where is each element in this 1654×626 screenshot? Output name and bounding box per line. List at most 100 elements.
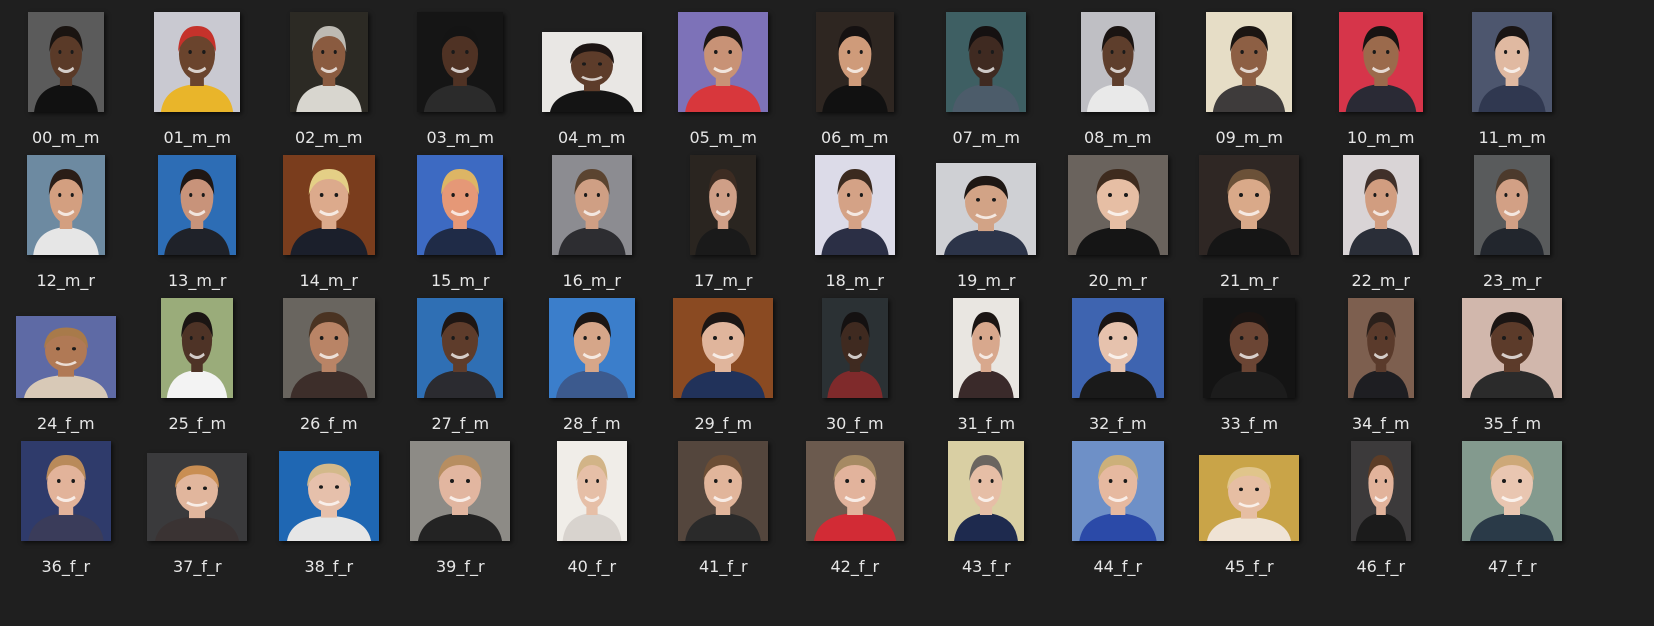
- image-thumbnail[interactable]: [1206, 12, 1293, 112]
- file-item[interactable]: 02_m_m: [263, 10, 395, 155]
- image-thumbnail[interactable]: [27, 12, 104, 112]
- image-thumbnail[interactable]: [541, 32, 642, 112]
- file-item[interactable]: 22_m_r: [1315, 153, 1447, 298]
- file-item[interactable]: 03_m_m: [395, 10, 527, 155]
- image-thumbnail[interactable]: [548, 298, 635, 398]
- image-thumbnail[interactable]: [282, 155, 375, 255]
- image-thumbnail[interactable]: [1080, 12, 1155, 112]
- image-thumbnail[interactable]: [556, 441, 627, 541]
- file-item[interactable]: 46_f_r: [1315, 439, 1447, 584]
- image-thumbnail[interactable]: [1071, 298, 1164, 398]
- file-item[interactable]: 09_m_m: [1184, 10, 1316, 155]
- file-item[interactable]: 44_f_r: [1052, 439, 1184, 584]
- file-item[interactable]: 01_m_m: [132, 10, 264, 155]
- portrait-icon: [1199, 455, 1300, 541]
- image-thumbnail[interactable]: [953, 298, 1020, 398]
- image-thumbnail[interactable]: [154, 12, 241, 112]
- image-thumbnail[interactable]: [948, 441, 1025, 541]
- image-thumbnail[interactable]: [147, 453, 248, 541]
- file-item[interactable]: 47_f_r: [1447, 439, 1579, 584]
- image-thumbnail[interactable]: [678, 12, 769, 112]
- image-thumbnail[interactable]: [1338, 12, 1423, 112]
- portrait-icon: [541, 32, 642, 112]
- image-thumbnail[interactable]: [289, 12, 368, 112]
- image-thumbnail[interactable]: [278, 451, 379, 541]
- file-item[interactable]: 33_f_m: [1184, 296, 1316, 441]
- image-thumbnail[interactable]: [815, 12, 894, 112]
- image-thumbnail[interactable]: [1474, 155, 1551, 255]
- file-item[interactable]: 11_m_m: [1447, 10, 1579, 155]
- file-item[interactable]: 08_m_m: [1052, 10, 1184, 155]
- image-thumbnail[interactable]: [1203, 298, 1296, 398]
- file-item[interactable]: 20_m_r: [1052, 153, 1184, 298]
- image-thumbnail[interactable]: [821, 298, 888, 398]
- file-item[interactable]: 39_f_r: [395, 439, 527, 584]
- file-item[interactable]: 37_f_r: [132, 439, 264, 584]
- file-item[interactable]: 26_f_m: [263, 296, 395, 441]
- image-thumbnail[interactable]: [410, 441, 511, 541]
- file-item[interactable]: 07_m_m: [921, 10, 1053, 155]
- file-item[interactable]: 27_f_m: [395, 296, 527, 441]
- file-item[interactable]: 04_m_m: [526, 10, 658, 155]
- image-thumbnail[interactable]: [936, 163, 1037, 255]
- image-thumbnail[interactable]: [161, 298, 234, 398]
- image-thumbnail[interactable]: [1199, 455, 1300, 541]
- image-thumbnail[interactable]: [1462, 298, 1563, 398]
- file-item[interactable]: 30_f_m: [789, 296, 921, 441]
- file-item[interactable]: 16_m_r: [526, 153, 658, 298]
- image-thumbnail[interactable]: [15, 316, 116, 398]
- file-item[interactable]: 38_f_r: [263, 439, 395, 584]
- image-thumbnail[interactable]: [1350, 441, 1411, 541]
- image-thumbnail[interactable]: [20, 441, 111, 541]
- file-item[interactable]: 13_m_r: [132, 153, 264, 298]
- image-thumbnail[interactable]: [26, 155, 105, 255]
- file-item[interactable]: 42_f_r: [789, 439, 921, 584]
- image-thumbnail[interactable]: [417, 155, 504, 255]
- image-thumbnail[interactable]: [690, 155, 757, 255]
- file-item[interactable]: 28_f_m: [526, 296, 658, 441]
- image-thumbnail[interactable]: [282, 298, 375, 398]
- image-thumbnail[interactable]: [551, 155, 632, 255]
- image-thumbnail[interactable]: [417, 298, 504, 398]
- file-item[interactable]: 32_f_m: [1052, 296, 1184, 441]
- file-item[interactable]: 10_m_m: [1315, 10, 1447, 155]
- image-thumbnail[interactable]: [1462, 441, 1563, 541]
- file-item[interactable]: 35_f_m: [1447, 296, 1579, 441]
- file-item[interactable]: 18_m_r: [789, 153, 921, 298]
- file-item[interactable]: 00_m_m: [0, 10, 132, 155]
- portrait-icon: [1462, 298, 1563, 398]
- image-thumbnail[interactable]: [1067, 155, 1168, 255]
- file-item[interactable]: 45_f_r: [1184, 439, 1316, 584]
- file-item[interactable]: 14_m_r: [263, 153, 395, 298]
- file-item[interactable]: 23_m_r: [1447, 153, 1579, 298]
- file-item[interactable]: 05_m_m: [658, 10, 790, 155]
- file-item[interactable]: 40_f_r: [526, 439, 658, 584]
- file-item[interactable]: 17_m_r: [658, 153, 790, 298]
- image-thumbnail[interactable]: [1342, 155, 1419, 255]
- image-thumbnail[interactable]: [805, 441, 904, 541]
- file-item[interactable]: 24_f_m: [0, 296, 132, 441]
- image-thumbnail[interactable]: [1347, 298, 1414, 398]
- file-item[interactable]: 41_f_r: [658, 439, 790, 584]
- file-name-label: 15_m_r: [430, 271, 490, 290]
- image-thumbnail[interactable]: [1199, 155, 1300, 255]
- image-thumbnail[interactable]: [814, 155, 895, 255]
- file-item[interactable]: 25_f_m: [132, 296, 264, 441]
- file-item[interactable]: 12_m_r: [0, 153, 132, 298]
- file-item[interactable]: 34_f_m: [1315, 296, 1447, 441]
- image-thumbnail[interactable]: [673, 298, 774, 398]
- file-item[interactable]: 21_m_r: [1184, 153, 1316, 298]
- file-item[interactable]: 29_f_m: [658, 296, 790, 441]
- image-thumbnail[interactable]: [1071, 441, 1164, 541]
- image-thumbnail[interactable]: [417, 12, 504, 112]
- image-thumbnail[interactable]: [678, 441, 769, 541]
- image-thumbnail[interactable]: [158, 155, 237, 255]
- image-thumbnail[interactable]: [946, 12, 1027, 112]
- file-item[interactable]: 15_m_r: [395, 153, 527, 298]
- file-item[interactable]: 31_f_m: [921, 296, 1053, 441]
- file-item[interactable]: 43_f_r: [921, 439, 1053, 584]
- file-item[interactable]: 19_m_r: [921, 153, 1053, 298]
- file-item[interactable]: 36_f_r: [0, 439, 132, 584]
- image-thumbnail[interactable]: [1472, 12, 1553, 112]
- file-item[interactable]: 06_m_m: [789, 10, 921, 155]
